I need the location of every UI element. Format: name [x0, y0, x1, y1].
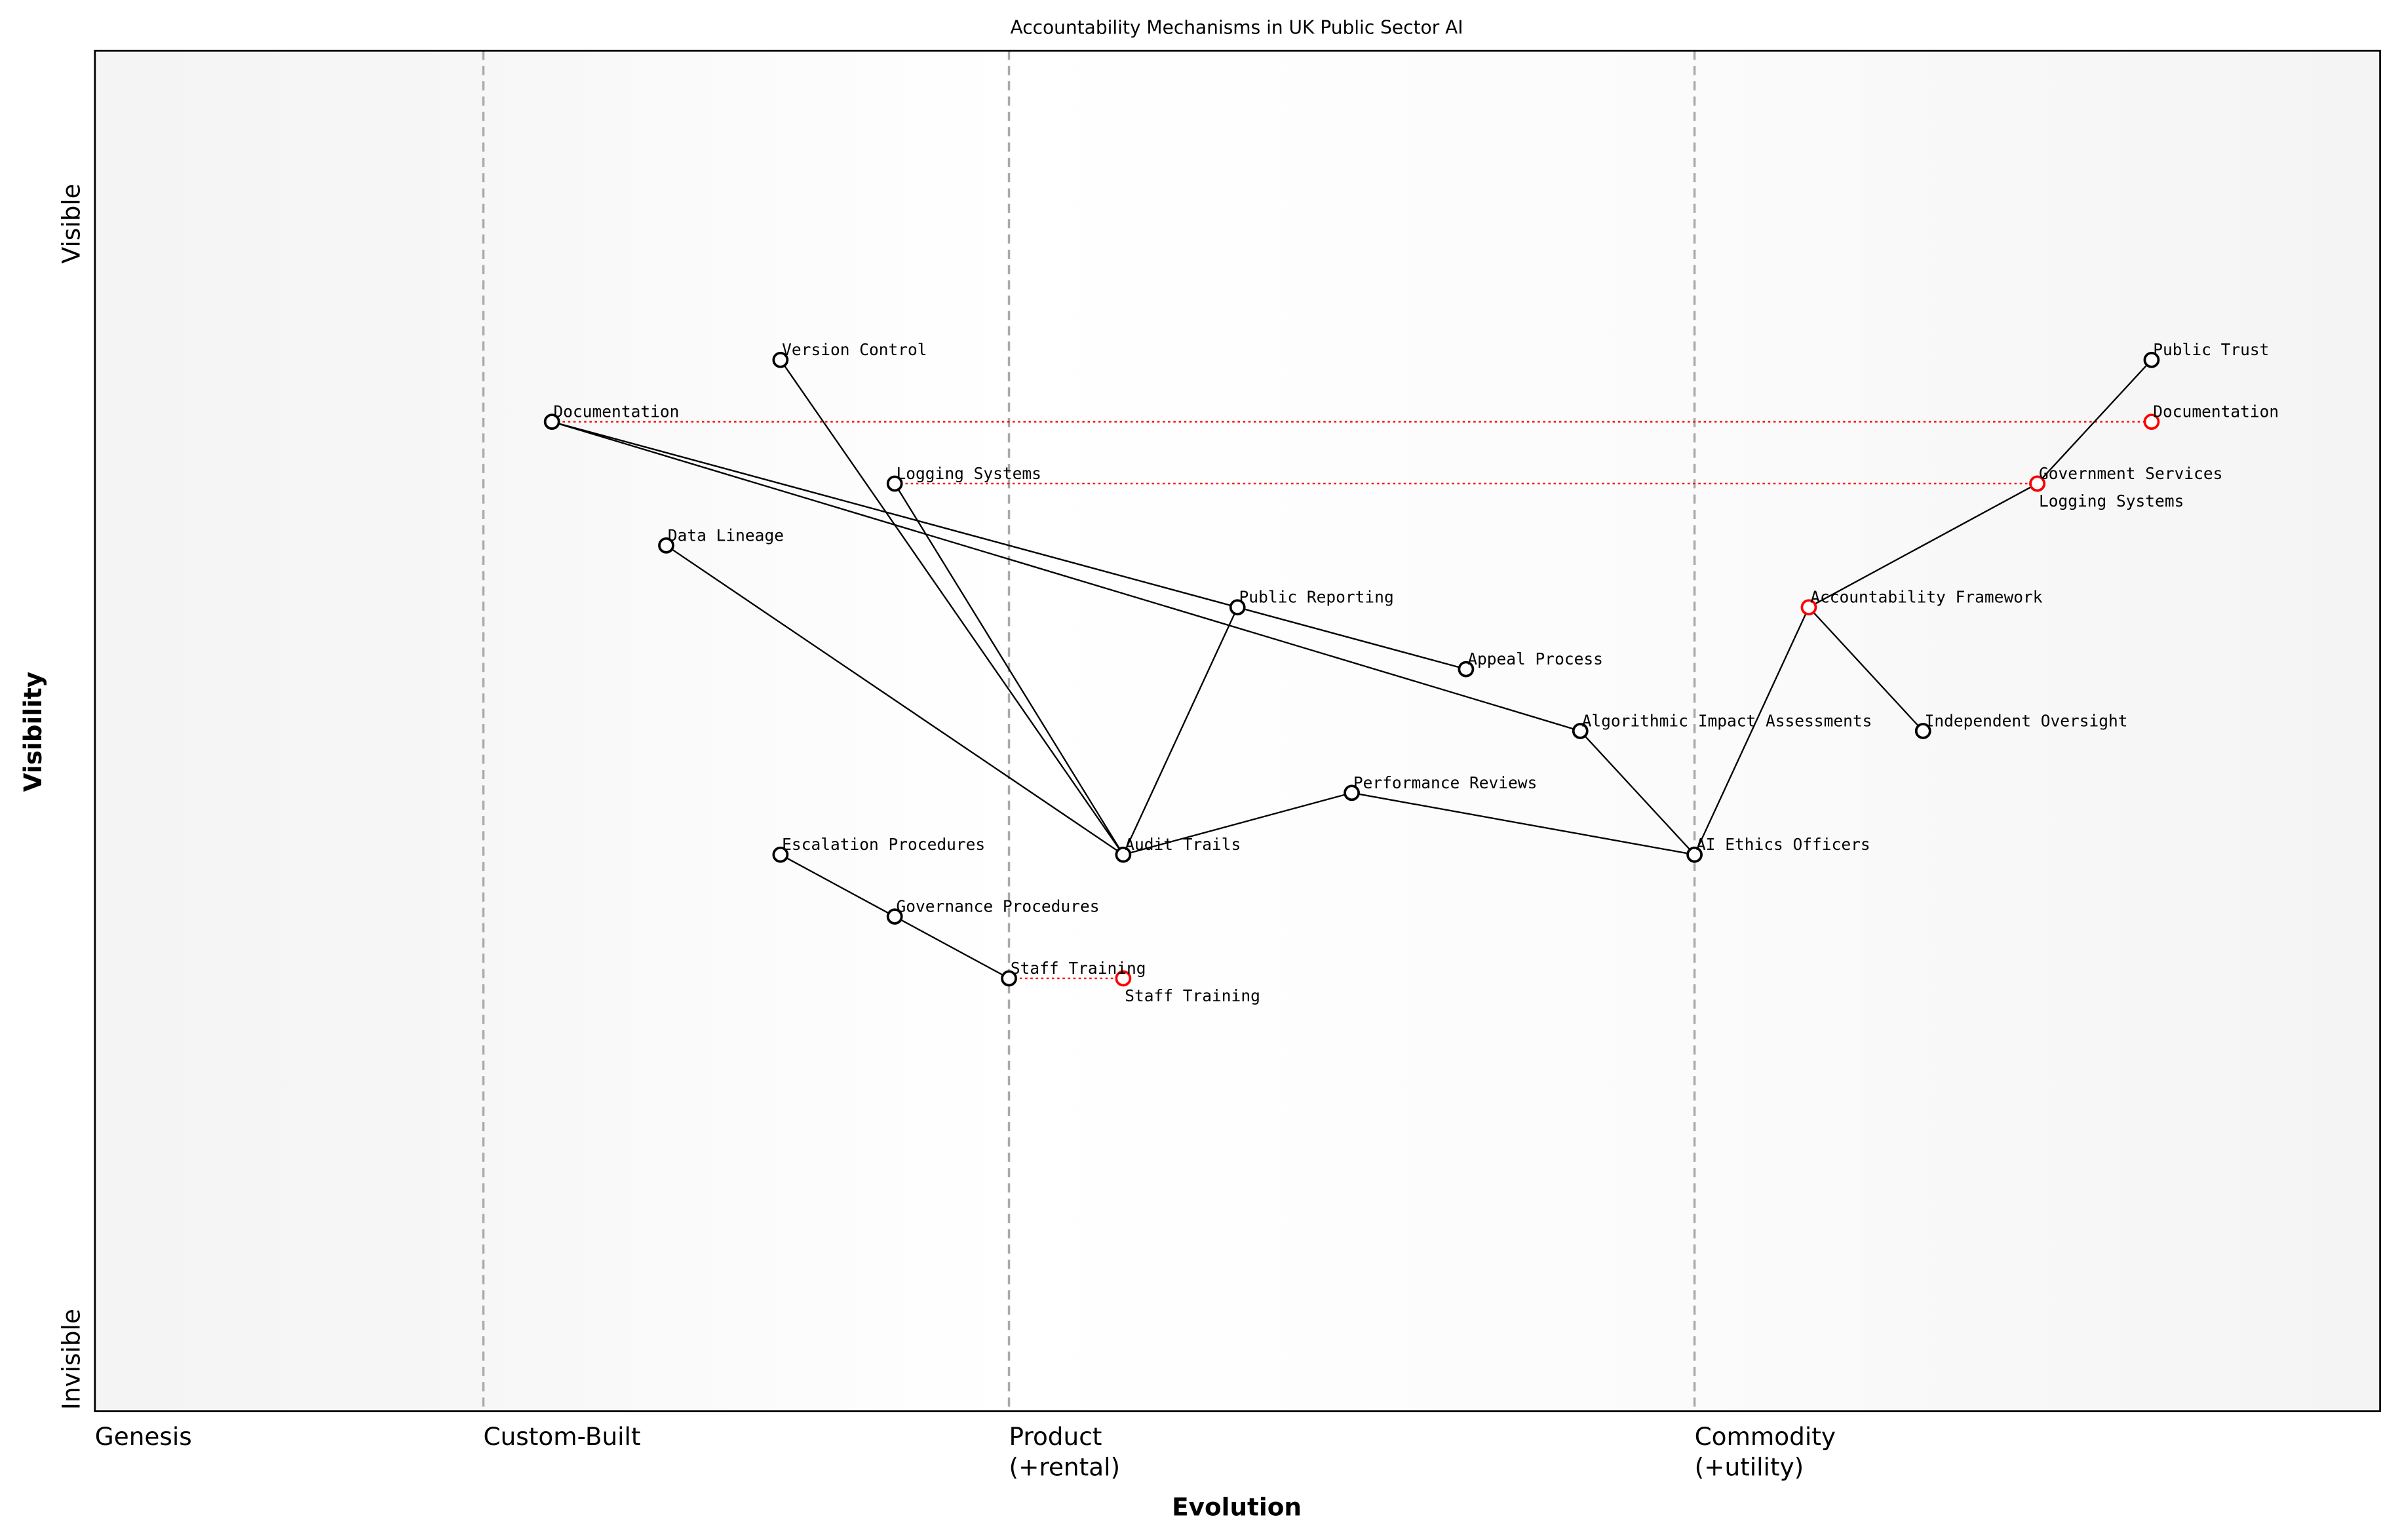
component-node [658, 537, 674, 554]
component-node [1458, 661, 1475, 678]
evolved-node [2029, 475, 2045, 492]
evolved-label: Logging Systems [2039, 491, 2184, 510]
evolved-label: Documentation [2153, 402, 2279, 421]
component-label: AI Ethics Officers [1696, 835, 1870, 854]
component-node [772, 846, 789, 863]
evolved-node [2143, 414, 2160, 430]
component-label: Independent Oversight [1925, 711, 2128, 730]
component-node [2143, 351, 2160, 368]
dependency-link [551, 421, 1581, 732]
dependency-link [894, 483, 1124, 855]
component-label: Governance Procedures [897, 897, 1100, 916]
component-node [1572, 723, 1589, 739]
dependency-link [780, 854, 895, 917]
stage-sublabel: (+utility) [1695, 1453, 1804, 1482]
component-node [1800, 599, 1817, 616]
component-label: Staff Training [1011, 959, 1146, 978]
evolved-label: Staff Training [1125, 986, 1260, 1005]
stage-label: Product [1009, 1422, 1102, 1451]
dependency-link [1123, 792, 1352, 856]
component-label: Algorithmic Impact Assessments [1582, 711, 1872, 730]
component-node [1229, 599, 1246, 616]
component-label: Public Reporting [1239, 588, 1394, 607]
stage-label: Genesis [95, 1422, 192, 1451]
component-label: Documentation [554, 402, 680, 421]
component-node [543, 414, 560, 430]
stage-sublabel: (+rental) [1009, 1453, 1121, 1482]
component-node [886, 908, 903, 925]
component-label: Public Trust [2153, 340, 2269, 359]
component-node [1914, 723, 1931, 739]
y-axis-top-label: Visible [56, 183, 85, 263]
dependency-link [1351, 792, 1695, 856]
component-label: Audit Trails [1125, 835, 1241, 854]
y-axis-bottom-label: Invisible [56, 1309, 85, 1410]
component-label: Logging Systems [897, 464, 1041, 483]
component-node [1001, 970, 1017, 987]
dependency-link [1694, 607, 1810, 855]
component-node [1344, 784, 1360, 801]
component-label: Government Services [2039, 464, 2222, 483]
dependency-link [1808, 482, 2038, 608]
stage-label: Commodity [1695, 1422, 1836, 1451]
dependency-link [1122, 607, 1239, 855]
component-node [1115, 846, 1132, 863]
dependency-link [779, 359, 1124, 855]
dependency-link [2036, 359, 2152, 484]
component-node [772, 351, 789, 368]
y-axis-label: Visibility [18, 672, 47, 792]
stage-label: Custom-Built [484, 1422, 641, 1451]
component-label: Accountability Framework [1810, 588, 2042, 607]
chart-title: Accountability Mechanisms in UK Public S… [1011, 17, 1463, 39]
dependency-link [1579, 730, 1695, 855]
component-label: Performance Reviews [1353, 773, 1537, 792]
x-axis-label: Evolution [1172, 1492, 1302, 1521]
plot-area [94, 50, 2380, 1412]
component-label: Version Control [782, 340, 927, 359]
component-label: Appeal Process [1467, 649, 1603, 668]
evolved-node [1115, 970, 1132, 987]
component-label: Escalation Procedures [782, 835, 985, 854]
plot-frame [94, 49, 2382, 1412]
component-node [1686, 846, 1703, 863]
dependency-link [665, 545, 1124, 856]
dependency-link [1808, 606, 1924, 732]
component-node [886, 475, 903, 492]
dependency-link [894, 915, 1010, 979]
dependency-link [551, 421, 1467, 670]
component-label: Data Lineage [668, 526, 784, 545]
